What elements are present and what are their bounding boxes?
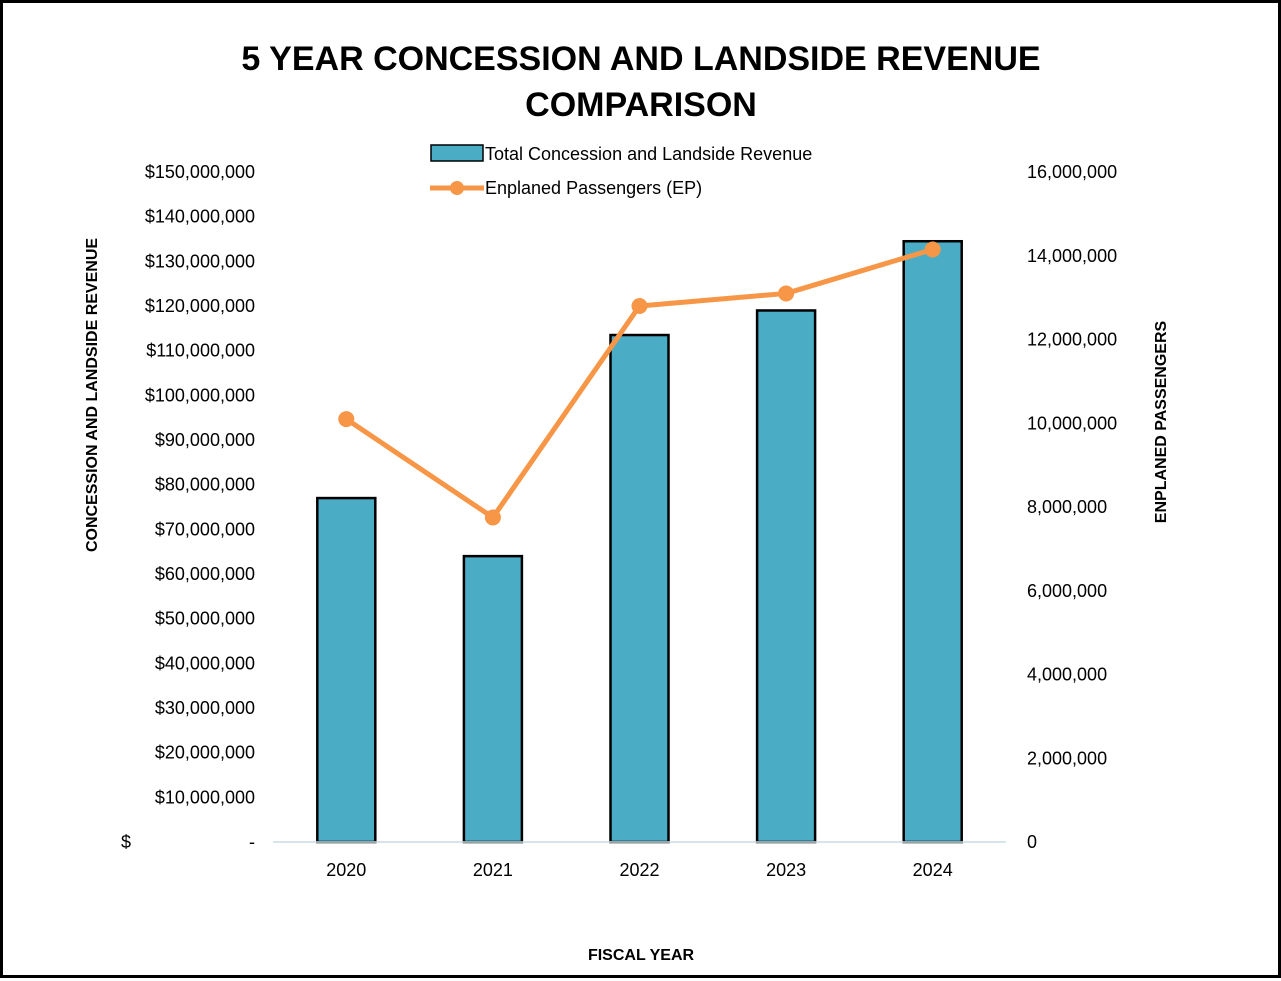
y2-tick-label: 2,000,000 [1027,748,1107,768]
y-tick-label: $100,000,000 [145,385,255,405]
legend: Total Concession and Landside Revenue En… [430,144,812,198]
bar-2024 [902,239,963,844]
line-series-enplaned [338,241,941,526]
y-axis-title-right: ENPLANED PASSENGERS [1153,320,1170,523]
y-tick-label: $130,000,000 [145,251,255,271]
enplaned-point-2023 [778,285,795,302]
y2-tick-label: 0 [1027,832,1037,852]
y-tick-label: $80,000,000 [155,475,255,495]
y2-tick-label: 8,000,000 [1027,497,1107,517]
y2-tick-label: 14,000,000 [1027,246,1117,266]
x-tick-label: 2020 [326,860,366,880]
y-tick-label: $30,000,000 [155,698,255,718]
y-tick-label: $140,000,000 [145,207,255,227]
enplaned-point-2021 [484,509,501,526]
x-tick-label: 2022 [619,860,659,880]
x-tick-label: 2024 [913,860,953,880]
bar-2021 [462,554,524,844]
bar-2023 [755,309,817,844]
y-tick-label: $40,000,000 [155,653,255,673]
y2-tick-label: 12,000,000 [1027,330,1117,350]
legend-swatch-enplaned-marker [450,181,464,195]
y-axis-title-left: CONCESSION AND LANDSIDE REVENUE [84,238,101,552]
y-tick-label: $60,000,000 [155,564,255,584]
chart-title-line-1: 5 YEAR CONCESSION AND LANDSIDE REVENUE [241,40,1040,78]
x-tick-label: 2021 [473,860,513,880]
legend-label-revenue: Total Concession and Landside Revenue [485,144,812,164]
bar-2022 [609,333,670,844]
y-tick-label: $50,000,000 [155,609,255,629]
bar-series-revenue [316,239,963,844]
x-tick-label: 2023 [766,860,806,880]
y2-tick-label: 16,000,000 [1027,162,1117,182]
bar-2020 [316,496,377,844]
legend-label-enplaned: Enplaned Passengers (EP) [485,178,702,198]
chart-title-line-2: COMPARISON [525,86,757,124]
x-axis-ticks: 2020 2021 2022 2023 2024 [326,860,952,880]
y-tick-label: $10,000,000 [155,787,255,807]
y-tick-label-dash: - [249,832,255,852]
y2-tick-label: 6,000,000 [1027,581,1107,601]
y2-tick-label: 10,000,000 [1027,413,1117,433]
enplaned-point-2022 [631,298,648,314]
y-tick-label: $120,000,000 [145,296,255,316]
y-tick-label: $20,000,000 [155,743,255,763]
y-tick-label-dollar: $ [121,832,131,852]
y-tick-label: $90,000,000 [155,430,255,450]
legend-swatch-revenue [430,144,484,162]
x-axis-title: FISCAL YEAR [588,947,695,964]
y-tick-label: $150,000,000 [145,162,255,182]
y2-tick-label: 4,000,000 [1027,665,1107,685]
y-axis-right-ticks: 0 2,000,000 4,000,000 6,000,000 8,000,000 10,… [1027,162,1117,852]
enplaned-point-2020 [338,411,355,428]
y-tick-label: $110,000,000 [146,341,255,361]
y-axis-left-ticks: $ - $10,000,000 $20,000,000 $30,000,000 $40,0… [121,162,255,852]
enplaned-point-2024 [924,241,941,258]
chart-canvas: 5 YEAR CONCESSION AND LANDSIDE REVENUE C… [84,40,1170,964]
y-tick-label: $70,000,000 [155,519,255,539]
